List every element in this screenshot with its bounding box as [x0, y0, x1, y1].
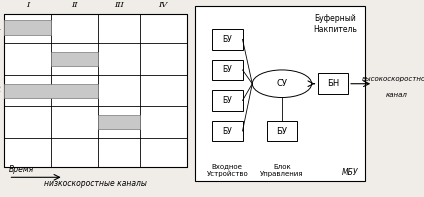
Text: БУ: БУ: [223, 126, 232, 136]
Text: БУ: БУ: [223, 96, 232, 105]
Bar: [212, 29, 243, 50]
Text: МБУ: МБУ: [342, 168, 358, 177]
Text: БУ: БУ: [223, 35, 232, 44]
Bar: [98, 115, 140, 129]
Bar: [318, 73, 348, 94]
Circle shape: [252, 70, 312, 98]
Text: высокоскоростной: высокоскоростной: [362, 76, 424, 82]
Text: БУ: БУ: [223, 65, 232, 74]
Bar: [4, 84, 98, 98]
Bar: [267, 121, 297, 141]
Text: IV: IV: [159, 1, 168, 9]
Text: канал: канал: [385, 92, 407, 98]
Text: I: I: [26, 1, 29, 9]
Text: низкоскоростные каналы: низкоскоростные каналы: [44, 179, 147, 188]
Text: II: II: [71, 1, 78, 9]
Text: Блок
Управления: Блок Управления: [260, 164, 304, 177]
Text: Входное
Устройство: Входное Устройство: [206, 163, 248, 177]
Bar: [195, 6, 365, 181]
Bar: [212, 60, 243, 80]
Bar: [212, 121, 243, 141]
Bar: [4, 20, 51, 35]
Text: БН: БН: [327, 79, 339, 88]
Text: III: III: [114, 1, 123, 9]
Bar: [51, 52, 98, 66]
Bar: [212, 90, 243, 111]
Text: БУ: БУ: [276, 126, 287, 136]
Text: Буферный
Накпитель: Буферный Накпитель: [313, 14, 357, 34]
Text: СУ: СУ: [276, 79, 287, 88]
Text: Время: Время: [8, 165, 34, 174]
Bar: [4, 14, 187, 167]
